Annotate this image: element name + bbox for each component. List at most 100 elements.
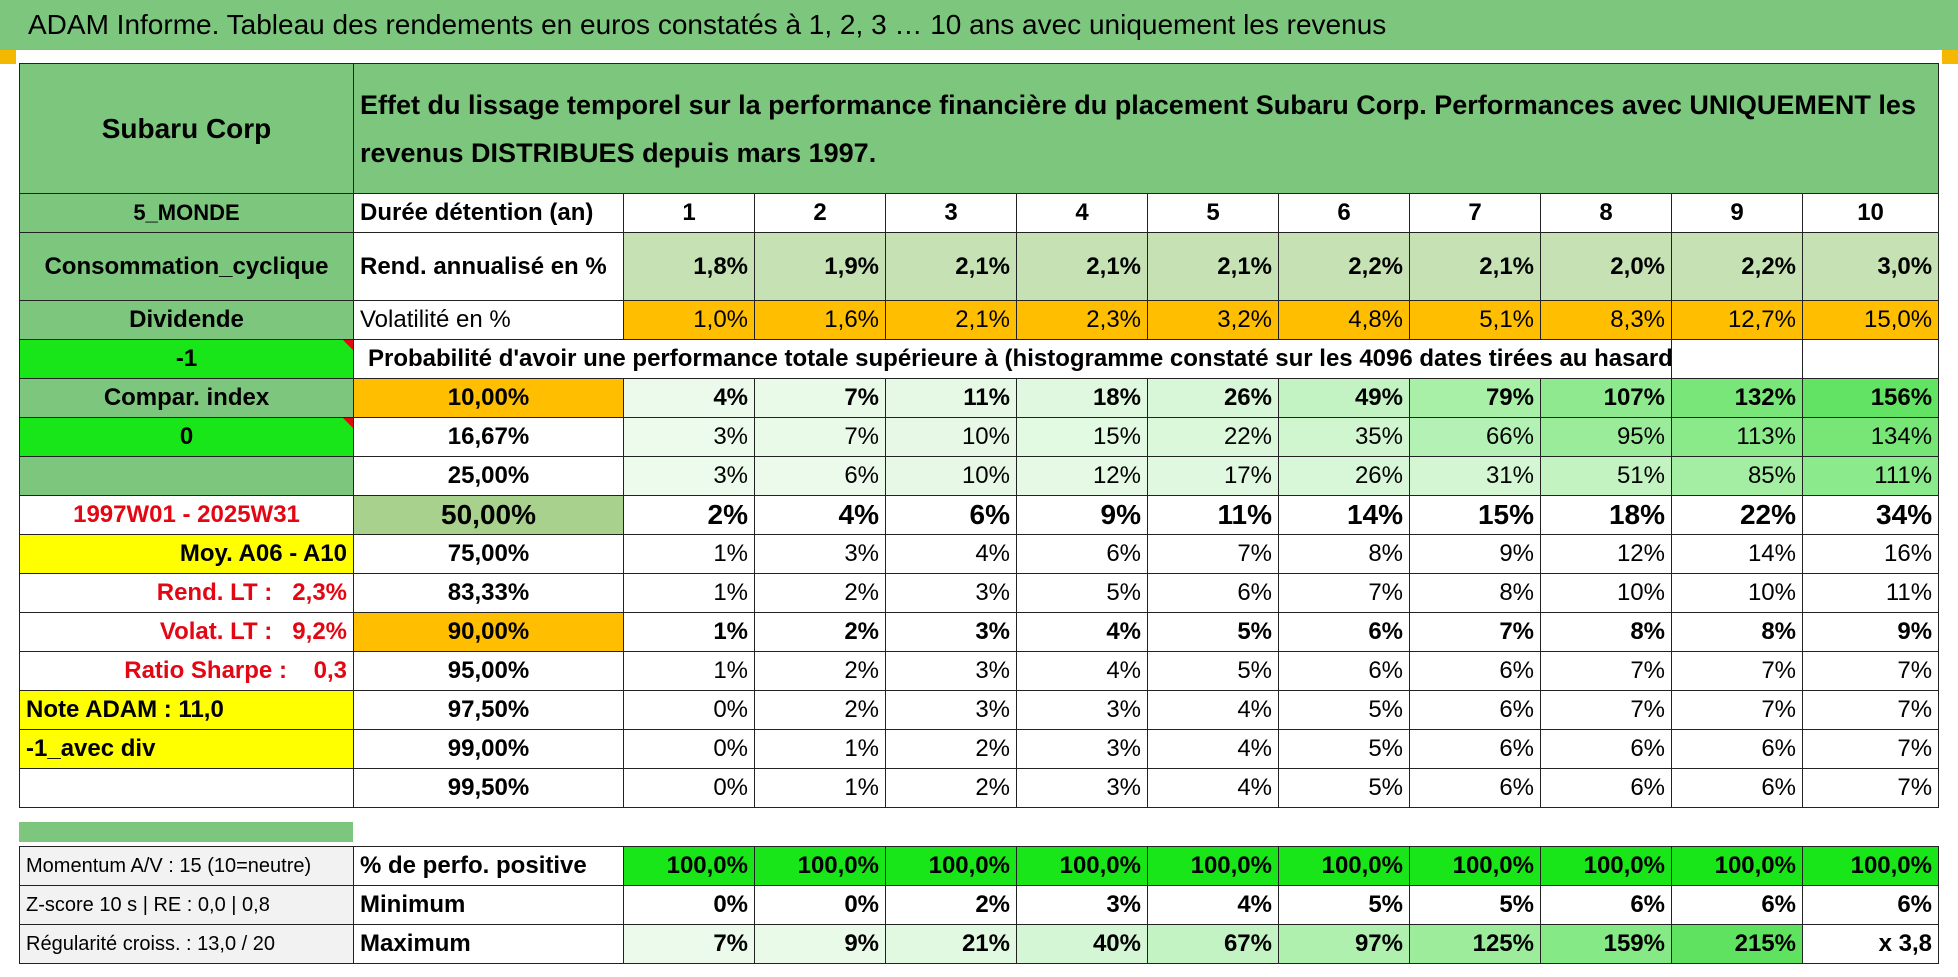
pct-cell: 15%: [1409, 495, 1541, 535]
pct-cell: 2%: [754, 651, 886, 691]
year-cell: 4: [1016, 193, 1148, 233]
pct-cell: 2%: [885, 729, 1017, 769]
company-name[interactable]: Subaru Corp: [19, 63, 354, 194]
rend-cell: 3,0%: [1801, 232, 1940, 301]
volat-cell: 1,6%: [754, 300, 886, 340]
pct-row: Note ADAM : 11,0 97,50% 0% 2% 3% 3% 4% 5…: [19, 690, 1940, 730]
pct-cell: 5%: [1278, 768, 1410, 808]
pct-cell: 7%: [1409, 612, 1541, 652]
pct-cell: 22%: [1671, 495, 1803, 535]
summary-cell: 6%: [1802, 885, 1939, 925]
pct-cell: 3%: [885, 651, 1017, 691]
volat-cell: 2,3%: [1016, 300, 1148, 340]
pct-cell: 8%: [1278, 534, 1410, 574]
rend-cell: 2,1%: [1147, 232, 1279, 301]
pct-cell: 6%: [1278, 612, 1410, 652]
duration-label: Durée détention (an): [353, 193, 624, 233]
pct-cell: 0%: [623, 729, 755, 769]
volat-row: Dividende Volatilité en % 1,0% 1,6% 2,1%…: [19, 300, 1940, 340]
summary-cell: 100,0%: [1671, 846, 1803, 886]
pct-cell: 31%: [1409, 456, 1541, 496]
pct-cell: 6%: [1016, 534, 1148, 574]
pct-cell: 12%: [1016, 456, 1148, 496]
pct-cell: 8%: [1409, 573, 1541, 613]
pct-cell: 26%: [1278, 456, 1410, 496]
rend-lt-cell: Rend. LT : 2,3%: [19, 573, 354, 613]
pct-label: 83,33%: [353, 573, 624, 613]
pct-cell: 3%: [1016, 690, 1148, 730]
pct-cell: 7%: [1278, 573, 1410, 613]
pct-cell: 2%: [754, 612, 886, 652]
summary-cell: 215%: [1671, 924, 1803, 964]
rend-row: Consommation_cyclique Rend. annualisé en…: [19, 232, 1940, 301]
income-type-cell[interactable]: Dividende: [19, 300, 354, 340]
pct-label: 16,67%: [353, 417, 624, 457]
pct-cell: 5%: [1278, 690, 1410, 730]
pct-cell: 35%: [1278, 417, 1410, 457]
pct-label: 25,00%: [353, 456, 624, 496]
summary-cell: 6%: [1671, 885, 1803, 925]
pct-cell: 2%: [885, 768, 1017, 808]
pct-cell: 3%: [885, 690, 1017, 730]
param2-cell[interactable]: 0: [19, 417, 354, 457]
sector-cell[interactable]: Consommation_cyclique: [19, 232, 354, 301]
pct-cell: 5%: [1147, 651, 1279, 691]
pct-cell: 8%: [1671, 612, 1803, 652]
region-cell[interactable]: 5_MONDE: [19, 193, 354, 233]
summary-label: Minimum: [353, 885, 624, 925]
pct-row: Volat. LT : 9,2% 90,00% 1% 2% 3% 4% 5% 6…: [19, 612, 1940, 652]
pct-cell: 12%: [1540, 534, 1672, 574]
pct-cell: 4%: [1147, 768, 1279, 808]
summary-cell: 100,0%: [1147, 846, 1279, 886]
volat-cell: 1,0%: [623, 300, 755, 340]
pct-cell: 7%: [754, 378, 886, 418]
summary-cell: 100,0%: [623, 846, 755, 886]
pct-cell: 7%: [754, 417, 886, 457]
summary-label: Maximum: [353, 924, 624, 964]
pct-cell: 107%: [1540, 378, 1672, 418]
pct-row: 25,00% 3% 6% 10% 12% 17% 26% 31% 51% 85%…: [19, 456, 1940, 496]
rend-cell: 2,2%: [1671, 232, 1803, 301]
summary-cell: 100,0%: [1540, 846, 1672, 886]
pct-cell: 14%: [1671, 534, 1803, 574]
summary-table: Momentum A/V : 15 (10=neutre) % de perfo…: [19, 846, 1939, 964]
pct-cell: 4%: [754, 495, 886, 535]
pct-cell: 5%: [1147, 612, 1279, 652]
pct-cell: 6%: [1540, 729, 1672, 769]
summary-cell: 100,0%: [1409, 846, 1541, 886]
pct-cell: 6%: [754, 456, 886, 496]
pct-cell: 11%: [1801, 573, 1940, 613]
pct-cell: 15%: [1016, 417, 1148, 457]
volat-cell: 3,2%: [1147, 300, 1279, 340]
pct-row: -1_avec div 99,00% 0% 1% 2% 3% 4% 5% 6% …: [19, 729, 1940, 769]
pct-cell: 5%: [1016, 573, 1148, 613]
pct-cell: 16%: [1801, 534, 1940, 574]
pct-cell: 79%: [1409, 378, 1541, 418]
pct-cell: 10%: [1540, 573, 1672, 613]
pct-cell: 85%: [1671, 456, 1803, 496]
pct-label: 95,00%: [353, 651, 624, 691]
pct-cell: 17%: [1147, 456, 1279, 496]
summary-cell: 0%: [754, 885, 886, 925]
volat-label: Volatilité en %: [353, 300, 624, 340]
pct-label: 50,00%: [353, 495, 624, 535]
sharpe-cell: Ratio Sharpe : 0,3: [19, 651, 354, 691]
pct-row: Moy. A06 - A10 75,00% 1% 3% 4% 6% 7% 8% …: [19, 534, 1940, 574]
pct-cell: 3%: [885, 612, 1017, 652]
left-edge-marker: [0, 50, 16, 64]
empty-cell: [1801, 339, 1940, 379]
rend-cell: 2,1%: [1016, 232, 1148, 301]
pct-cell: 6%: [1409, 729, 1541, 769]
empty-cell: [19, 768, 354, 808]
param1-cell[interactable]: -1: [19, 339, 354, 379]
regularite-label: Régularité croiss. : 13,0 / 20: [19, 924, 354, 964]
pct-cell: 4%: [1147, 690, 1279, 730]
compar-label[interactable]: Compar. index: [19, 378, 354, 418]
pct-cell: 66%: [1409, 417, 1541, 457]
pct-cell: 6%: [1540, 768, 1672, 808]
summary-cell: 5%: [1278, 885, 1410, 925]
pct-cell: 95%: [1540, 417, 1672, 457]
summary-cell: 100,0%: [1016, 846, 1148, 886]
rend-lt-value: 2,3%: [292, 579, 347, 606]
pct-cell: 6%: [1671, 768, 1803, 808]
